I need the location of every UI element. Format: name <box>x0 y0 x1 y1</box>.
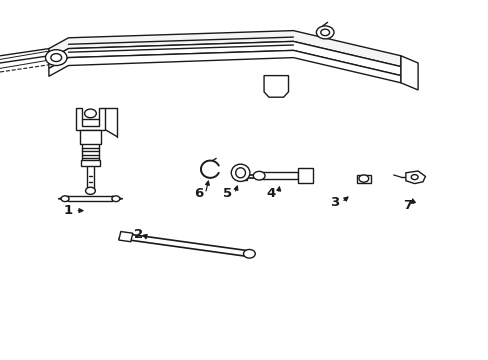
Ellipse shape <box>231 164 249 181</box>
Polygon shape <box>259 172 298 179</box>
Circle shape <box>51 54 61 62</box>
Text: 4: 4 <box>266 187 275 200</box>
Circle shape <box>84 109 96 118</box>
Circle shape <box>243 249 255 258</box>
Text: 6: 6 <box>194 187 203 200</box>
Circle shape <box>316 26 333 39</box>
Circle shape <box>320 29 329 36</box>
Polygon shape <box>264 76 288 97</box>
Polygon shape <box>68 196 112 201</box>
Text: 1: 1 <box>64 204 73 217</box>
Circle shape <box>85 187 95 194</box>
Circle shape <box>61 196 69 202</box>
Circle shape <box>112 196 120 202</box>
Polygon shape <box>119 231 133 242</box>
Polygon shape <box>49 41 400 76</box>
Polygon shape <box>400 56 417 90</box>
Text: 5: 5 <box>223 187 232 200</box>
Polygon shape <box>49 31 400 67</box>
Text: 7: 7 <box>402 199 411 212</box>
Text: 3: 3 <box>330 196 339 209</box>
Circle shape <box>253 171 264 180</box>
Circle shape <box>410 175 417 180</box>
Polygon shape <box>80 130 101 144</box>
Polygon shape <box>243 173 246 180</box>
Polygon shape <box>356 175 370 183</box>
Text: 2: 2 <box>134 228 142 241</box>
Circle shape <box>45 50 67 66</box>
Circle shape <box>358 175 368 182</box>
Polygon shape <box>76 108 105 130</box>
Polygon shape <box>81 160 100 166</box>
Polygon shape <box>405 171 425 184</box>
Polygon shape <box>49 50 400 83</box>
Ellipse shape <box>235 168 245 178</box>
Polygon shape <box>298 168 312 183</box>
